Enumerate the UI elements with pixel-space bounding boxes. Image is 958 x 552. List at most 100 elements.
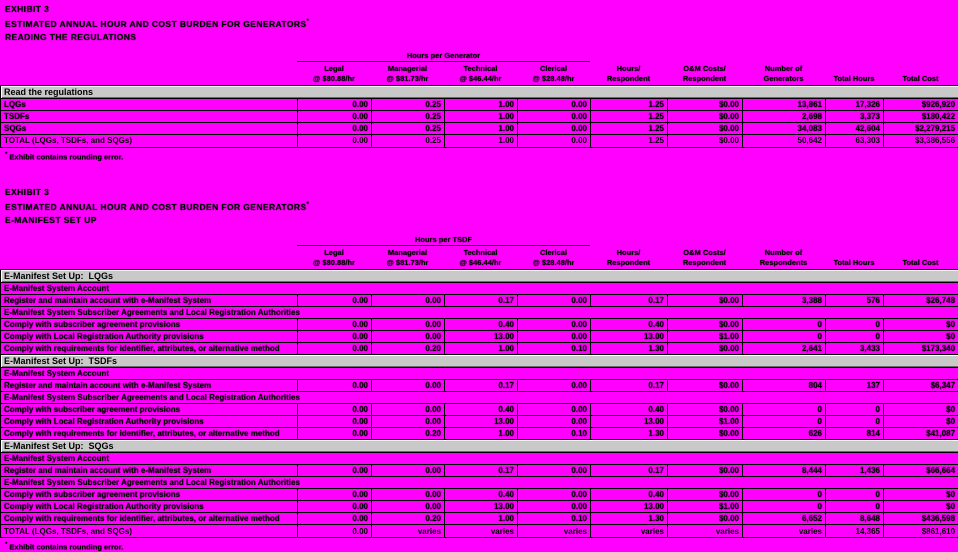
value-cell: 17,326 bbox=[826, 98, 884, 110]
value-cell: 626 bbox=[743, 428, 826, 440]
row-label-cell: E-Manifest System Account bbox=[1, 283, 958, 295]
table-row: Comply with requirements for identifier,… bbox=[1, 513, 958, 525]
value-cell: $26,748 bbox=[884, 295, 958, 307]
row-label-cell: Comply with subscriber agreement provisi… bbox=[1, 489, 298, 501]
value-cell: $66,664 bbox=[884, 465, 958, 477]
value-cell: $436,598 bbox=[884, 513, 958, 525]
value-cell: 576 bbox=[826, 295, 884, 307]
value-cell: 0.20 bbox=[372, 513, 445, 525]
value-cell: 0.17 bbox=[445, 465, 518, 477]
table-row: Comply with requirements for identifier,… bbox=[1, 343, 958, 355]
column-header-line2: Total Hours bbox=[825, 258, 883, 268]
value-cell: 0.17 bbox=[591, 380, 668, 392]
column-header-line1: Number of bbox=[742, 64, 825, 74]
value-cell: $1.00 bbox=[668, 416, 743, 428]
value-cell: $0 bbox=[884, 416, 958, 428]
column-header-line2: Total Hours bbox=[825, 74, 883, 84]
row-label-cell: E-Manifest System Account bbox=[1, 368, 958, 380]
value-cell: 50,642 bbox=[743, 134, 826, 147]
value-cell: 0.00 bbox=[372, 319, 445, 331]
subsection-header-row: E-Manifest System Subscriber Agreements … bbox=[1, 392, 958, 404]
value-cell: $0.00 bbox=[668, 380, 743, 392]
value-cell: 0.00 bbox=[372, 295, 445, 307]
value-cell: 0.00 bbox=[372, 501, 445, 513]
section-header-row: Read the regulations bbox=[1, 85, 958, 98]
value-cell: 1.30 bbox=[591, 343, 668, 355]
value-cell: 0.00 bbox=[518, 295, 591, 307]
section-header-row: E-Manifest Set Up: TSDFs bbox=[1, 355, 958, 368]
value-cell: 0.10 bbox=[518, 428, 591, 440]
row-label-cell: Comply with subscriber agreement provisi… bbox=[1, 404, 298, 416]
value-cell: 13.00 bbox=[591, 331, 668, 343]
value-cell: 13,861 bbox=[743, 98, 826, 110]
value-cell: varies bbox=[445, 525, 518, 538]
value-cell: $0.00 bbox=[668, 295, 743, 307]
value-cell: $2,279,215 bbox=[884, 122, 958, 134]
value-cell: $0 bbox=[884, 331, 958, 343]
value-cell: 8,648 bbox=[826, 513, 884, 525]
column-header-line1: Legal bbox=[297, 248, 371, 258]
column-header-line1: Clerical bbox=[517, 64, 590, 74]
subsection-header-row: E-Manifest System Subscriber Agreements … bbox=[1, 307, 958, 319]
value-cell: 0.00 bbox=[518, 98, 591, 110]
column-header-line1: Hours/ bbox=[590, 248, 667, 258]
column-header-line1: Legal bbox=[297, 64, 371, 74]
value-cell: $926,920 bbox=[884, 98, 958, 110]
column-header: Managerial@ $81.73/hr bbox=[371, 64, 444, 84]
value-cell: $0 bbox=[884, 489, 958, 501]
value-cell: 0.40 bbox=[445, 404, 518, 416]
row-label-cell: Register and maintain account with e-Man… bbox=[1, 465, 298, 477]
column-header: Legal@ $80.88/hr bbox=[297, 248, 371, 268]
value-cell: 0.00 bbox=[298, 525, 372, 538]
value-cell: $0.00 bbox=[668, 122, 743, 134]
value-cell: 0.17 bbox=[591, 295, 668, 307]
row-label-cell: TSDFs bbox=[1, 110, 298, 122]
exhibit-1-label: EXHIBIT 3 bbox=[5, 3, 958, 16]
exhibit-1-footnote: * Exhibit contains rounding error. bbox=[5, 152, 958, 162]
table-row: Comply with Local Registration Authority… bbox=[1, 416, 958, 428]
column-header-line1: O&M Costs/ bbox=[667, 248, 742, 258]
value-cell: 1.25 bbox=[591, 134, 668, 147]
exhibit-1-group-header: Hours per Generator bbox=[297, 51, 590, 62]
column-header: Total Hours bbox=[825, 248, 883, 268]
exhibit-2-subtitle: E-MANIFEST SET UP bbox=[5, 214, 958, 227]
column-header: Total Hours bbox=[825, 64, 883, 84]
exhibit-1-title-block: EXHIBIT 3 ESTIMATED ANNUAL HOUR AND COST… bbox=[0, 0, 958, 44]
value-cell: 0 bbox=[743, 319, 826, 331]
value-cell: $0 bbox=[884, 501, 958, 513]
value-cell: 42,604 bbox=[826, 122, 884, 134]
value-cell: 0.00 bbox=[518, 380, 591, 392]
value-cell: 0.00 bbox=[518, 319, 591, 331]
value-cell: $0.00 bbox=[668, 428, 743, 440]
value-cell: 137 bbox=[826, 380, 884, 392]
column-header-line1: Managerial bbox=[371, 64, 444, 74]
value-cell: 0.40 bbox=[445, 489, 518, 501]
value-cell: varies bbox=[372, 525, 445, 538]
value-cell: $1.00 bbox=[668, 331, 743, 343]
exhibit-2-title-block: EXHIBIT 3 ESTIMATED ANNUAL HOUR AND COST… bbox=[0, 183, 958, 227]
row-label-cell: LQGs bbox=[1, 98, 298, 110]
value-cell: 0.00 bbox=[518, 134, 591, 147]
value-cell: varies bbox=[668, 525, 743, 538]
column-header-line2: @ $80.88/hr bbox=[297, 74, 371, 84]
value-cell: 0 bbox=[826, 319, 884, 331]
column-header: Total Cost bbox=[883, 248, 958, 268]
value-cell: 1.00 bbox=[445, 134, 518, 147]
value-cell: 1.00 bbox=[445, 343, 518, 355]
column-header: Hours/Respondent bbox=[590, 248, 667, 268]
value-cell: $0.00 bbox=[668, 404, 743, 416]
row-label-cell: E-Manifest Set Up: LQGs bbox=[1, 270, 958, 283]
value-cell: $0.00 bbox=[668, 319, 743, 331]
column-header: Legal@ $80.88/hr bbox=[297, 64, 371, 84]
value-cell: $0.00 bbox=[668, 134, 743, 147]
value-cell: 0.10 bbox=[518, 513, 591, 525]
value-cell: 0.00 bbox=[518, 110, 591, 122]
row-label-cell: Comply with Local Registration Authority… bbox=[1, 416, 298, 428]
value-cell: 2,641 bbox=[743, 343, 826, 355]
table-row: Comply with Local Registration Authority… bbox=[1, 331, 958, 343]
